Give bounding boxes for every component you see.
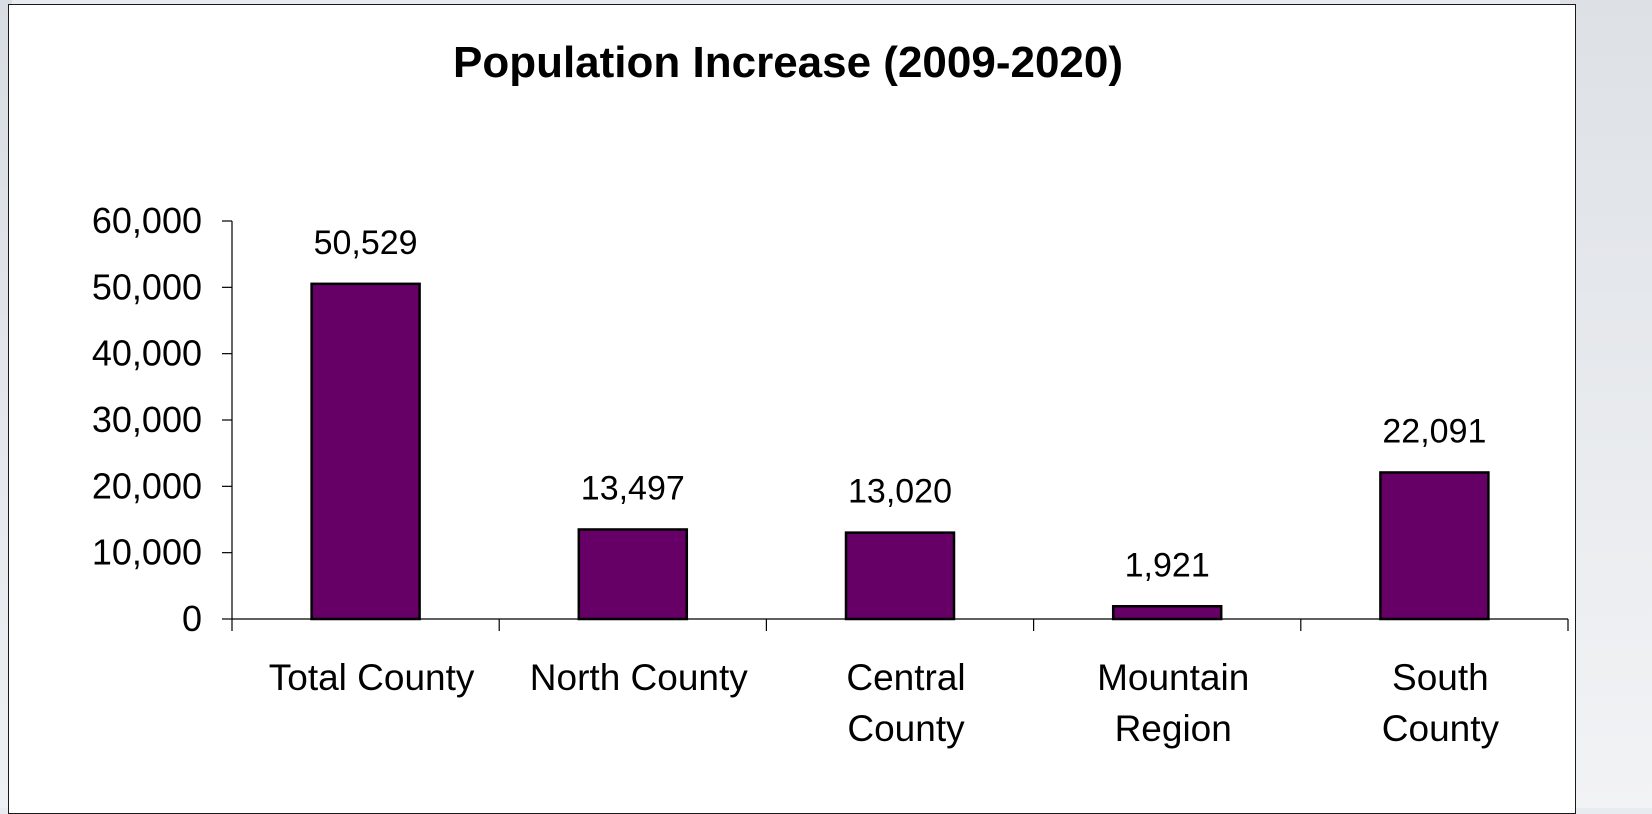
x-category-label: Mountain Region — [1097, 657, 1249, 749]
bar — [844, 531, 956, 621]
bar — [577, 528, 689, 621]
bars — [310, 282, 1490, 621]
data-label: 1,921 — [1125, 546, 1210, 584]
y-tick-label: 0 — [182, 598, 202, 639]
data-label: 13,020 — [848, 473, 952, 511]
data-label: 22,091 — [1382, 412, 1486, 450]
y-tick-label: 10,000 — [92, 532, 202, 573]
chart-title: Population Increase (2009-2020) — [452, 38, 1124, 87]
y-tick-label: 50,000 — [92, 266, 202, 307]
bar — [1111, 605, 1223, 621]
bar — [1379, 471, 1490, 621]
data-label: 50,529 — [314, 224, 418, 262]
y-tick-label: 40,000 — [92, 333, 202, 374]
x-category-label: Total County — [269, 657, 475, 698]
data-label: 13,497 — [581, 469, 685, 507]
y-tick-label: 60,000 — [92, 200, 202, 241]
y-tick-label: 20,000 — [92, 465, 202, 506]
data-labels: 50,529 13,497 13,020 1,921 22,091 — [314, 224, 1487, 584]
x-category-label: North County — [530, 657, 748, 698]
y-axis: 0 10,000 20,000 30,000 40,000 50,000 60,000 — [92, 200, 233, 639]
bar — [310, 282, 421, 621]
x-axis: Total County North County Central County Mou… — [231, 618, 1569, 749]
x-category-label: South County — [1382, 657, 1500, 749]
x-category-label: Central County — [846, 657, 965, 749]
y-tick-label: 30,000 — [92, 399, 202, 440]
chart-panel — [8, 4, 1576, 814]
